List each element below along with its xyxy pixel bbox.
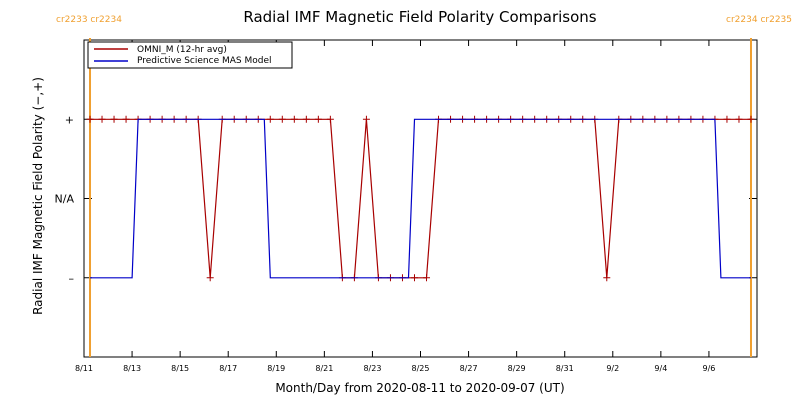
- data-point: [110, 115, 118, 123]
- data-point: [86, 115, 94, 123]
- carrington-marker-label: cr2234 cr2235: [726, 15, 792, 25]
- x-tick-label: 8/31: [556, 364, 574, 373]
- data-point: [314, 115, 322, 123]
- x-tick-label: 8/21: [315, 364, 333, 373]
- data-point: [290, 115, 298, 123]
- data-point: [326, 115, 334, 123]
- data-point: [603, 274, 611, 282]
- x-tick-label: 9/2: [606, 364, 619, 373]
- x-tick-label: 8/27: [460, 364, 478, 373]
- legend-label-mas: Predictive Science MAS Model: [137, 56, 272, 66]
- x-tick-label: 9/4: [654, 364, 667, 373]
- x-tick-label: 8/25: [412, 364, 430, 373]
- data-point: [302, 115, 310, 123]
- legend-box: [87, 41, 293, 69]
- data-point: [98, 115, 106, 123]
- x-tick-label: 8/13: [123, 364, 141, 373]
- data-point: [735, 115, 743, 123]
- data-point: [362, 115, 370, 123]
- chart-title: Radial IMF Magnetic Field Polarity Compa…: [243, 8, 596, 26]
- x-tick-label: 8/11: [75, 364, 93, 373]
- x-tick-label: 8/23: [363, 364, 381, 373]
- x-axis-label: Month/Day from 2020-08-11 to 2020-09-07 …: [275, 381, 564, 395]
- y-axis-label: Radial IMF Magnetic Field Polarity (−,+): [31, 77, 45, 315]
- data-point: [423, 274, 431, 282]
- y-tick-label: –: [69, 272, 75, 285]
- data-point: [723, 115, 731, 123]
- y-tick-label: N/A: [55, 193, 75, 206]
- x-tick-label: 8/17: [219, 364, 237, 373]
- x-tick-label: 8/15: [171, 364, 189, 373]
- legend-label-omni: OMNI_M (12-hr avg): [137, 45, 227, 55]
- x-tick-label: 9/6: [702, 364, 715, 373]
- carrington-markers: cr2233 cr2234 cr2234 cr2235: [56, 15, 792, 357]
- data-point: [747, 115, 755, 123]
- carrington-marker-label: cr2233 cr2234: [56, 15, 122, 25]
- axis-ticks: 8/11 8/13 8/15 8/17 8/19 8/21 8/23 8/25 8/27 8/29…: [55, 40, 757, 373]
- series-line-0: [90, 118, 751, 279]
- data-point: [266, 115, 274, 123]
- data-point: [206, 274, 214, 282]
- data-point: [410, 274, 418, 282]
- series-lines: [86, 115, 755, 282]
- x-tick-label: 8/29: [508, 364, 526, 373]
- plot-frame: [83, 39, 758, 358]
- x-tick-label: 8/19: [267, 364, 285, 373]
- y-tick-label: +: [65, 113, 74, 126]
- series-line-1: [90, 118, 751, 279]
- data-point: [122, 115, 130, 123]
- legend: OMNI_M (12-hr avg) Predictive Science MA…: [87, 41, 293, 69]
- data-point: [278, 115, 286, 123]
